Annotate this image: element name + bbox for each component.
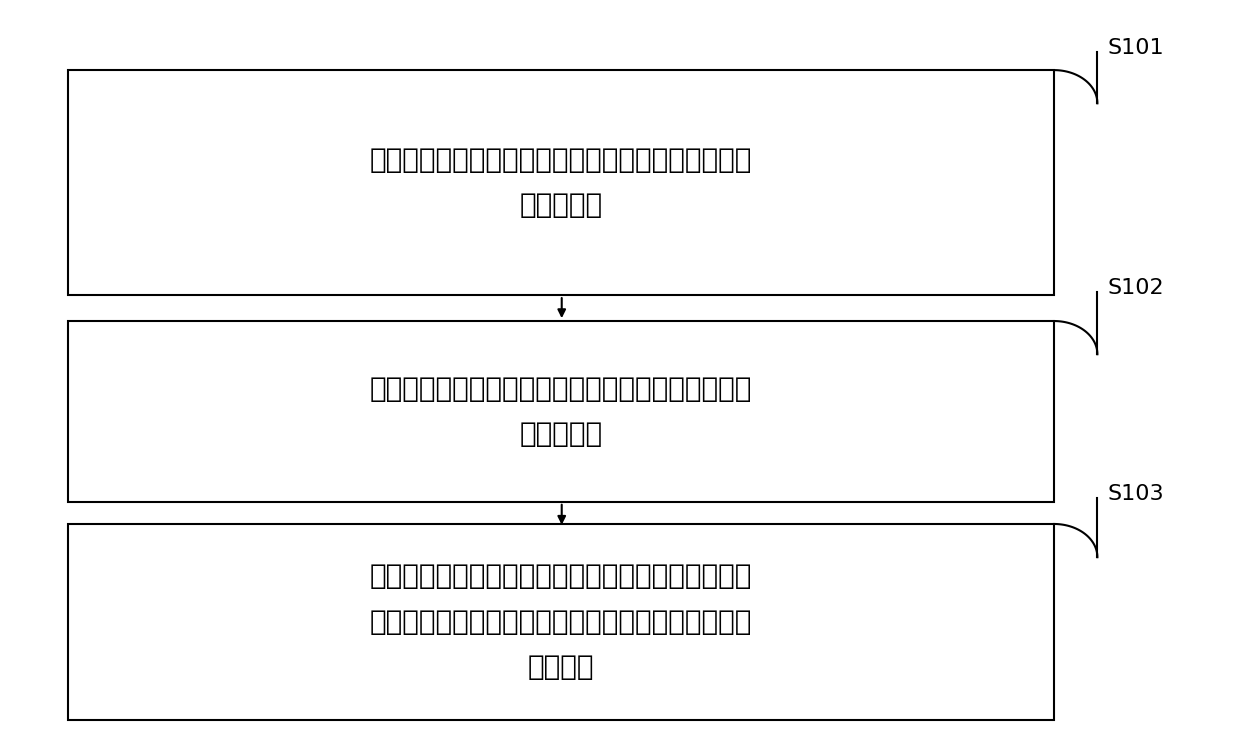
FancyBboxPatch shape <box>68 70 1054 295</box>
FancyBboxPatch shape <box>68 524 1054 720</box>
Text: 通过温度传感器获取加热装置进口处和出口处的蓄热
介质的温度: 通过温度传感器获取加热装置进口处和出口处的蓄热 介质的温度 <box>370 375 753 448</box>
Text: S103: S103 <box>1107 484 1164 505</box>
Text: 根据蓄热装置出口温度与阈值温度温差和加热装置加
热温度的比较调节连接加热装置和蓄热装置的蓄热水
泵的流量: 根据蓄热装置出口温度与阈值温度温差和加热装置加 热温度的比较调节连接加热装置和蓄… <box>370 562 753 681</box>
Text: S101: S101 <box>1107 38 1164 58</box>
Text: 在预设条件下，启动加热装置对蓄热装置内的蓄热介
质进行加热: 在预设条件下，启动加热装置对蓄热装置内的蓄热介 质进行加热 <box>370 146 753 219</box>
FancyBboxPatch shape <box>68 321 1054 502</box>
Text: S102: S102 <box>1107 277 1164 298</box>
